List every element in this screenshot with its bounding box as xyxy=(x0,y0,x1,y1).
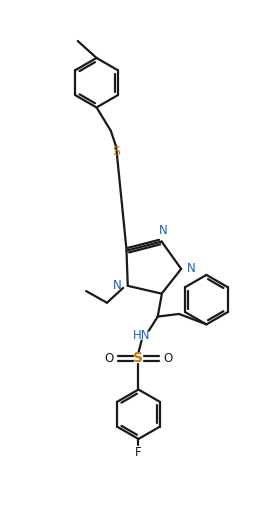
Text: O: O xyxy=(104,352,114,365)
Text: S: S xyxy=(134,351,143,365)
Text: F: F xyxy=(135,446,142,460)
Text: HN: HN xyxy=(133,329,150,342)
Text: N: N xyxy=(113,279,122,293)
Text: O: O xyxy=(164,352,173,365)
Text: N: N xyxy=(159,224,167,237)
Text: N: N xyxy=(187,262,196,276)
Text: S: S xyxy=(112,145,120,158)
